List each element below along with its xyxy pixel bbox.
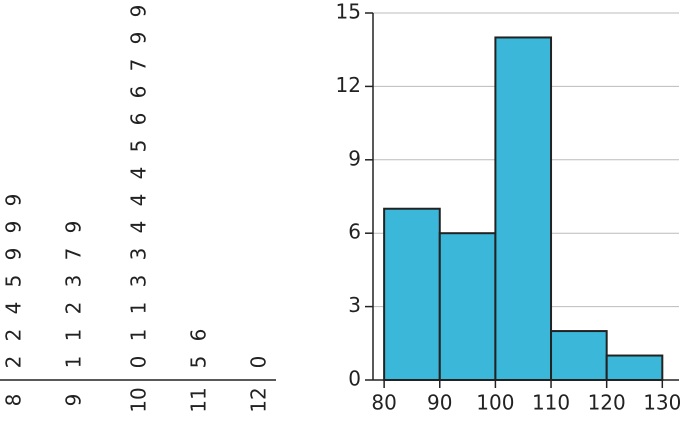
bar xyxy=(605,354,664,381)
x-tick-label: 130 xyxy=(643,391,681,415)
leaf: 2 xyxy=(2,356,26,369)
leaf: 0 xyxy=(127,356,151,369)
leaf: 3 xyxy=(62,275,86,288)
leaf: 7 xyxy=(62,248,86,261)
leaf: 9 xyxy=(2,221,26,234)
bar xyxy=(383,207,441,381)
x-tick-label: 90 xyxy=(427,391,452,415)
leaf: 9 xyxy=(62,221,86,234)
leaf: 4 xyxy=(2,302,26,315)
leaf: 9 xyxy=(2,248,26,261)
leaf: 1 xyxy=(62,356,86,369)
leaf: 3 xyxy=(127,275,151,288)
x-tick-label: 100 xyxy=(476,391,514,415)
leaf: 2 xyxy=(2,329,26,342)
stem: 10 xyxy=(127,387,151,412)
y-tick-label: 6 xyxy=(348,220,361,244)
leaf: 6 xyxy=(127,113,151,126)
bar xyxy=(438,232,497,381)
leaf: 9 xyxy=(2,194,26,207)
leaf: 3 xyxy=(127,248,151,261)
leaf: 7 xyxy=(127,59,151,72)
y-tick-label: 9 xyxy=(348,146,361,170)
leaf: 1 xyxy=(127,329,151,342)
leaf: 5 xyxy=(187,356,211,369)
x-tick-label: 110 xyxy=(532,391,570,415)
leaf: 1 xyxy=(127,302,151,315)
leaf: 5 xyxy=(127,140,151,153)
leaf: 6 xyxy=(127,86,151,99)
y-tick-label: 0 xyxy=(348,367,361,391)
y-tick-label: 3 xyxy=(348,293,361,317)
leaf: 5 xyxy=(2,275,26,288)
stem: 12 xyxy=(247,387,271,412)
y-tick-label: 12 xyxy=(336,73,361,97)
stem: 8 xyxy=(2,394,26,407)
leaf: 4 xyxy=(127,221,151,234)
x-tick-label: 80 xyxy=(371,391,396,415)
leaf: 9 xyxy=(127,5,151,18)
leaf: 6 xyxy=(187,329,211,342)
bar xyxy=(494,36,553,381)
y-tick-label: 15 xyxy=(336,0,361,24)
leaf: 9 xyxy=(127,32,151,45)
leaf: 4 xyxy=(127,167,151,180)
leaf: 2 xyxy=(62,302,86,315)
stem: 9 xyxy=(62,394,86,407)
leaf: 0 xyxy=(247,356,271,369)
stem: 11 xyxy=(187,387,211,412)
leaf: 4 xyxy=(127,194,151,207)
x-tick-label: 120 xyxy=(588,391,626,415)
leaf: 1 xyxy=(62,329,86,342)
bar xyxy=(550,330,608,382)
